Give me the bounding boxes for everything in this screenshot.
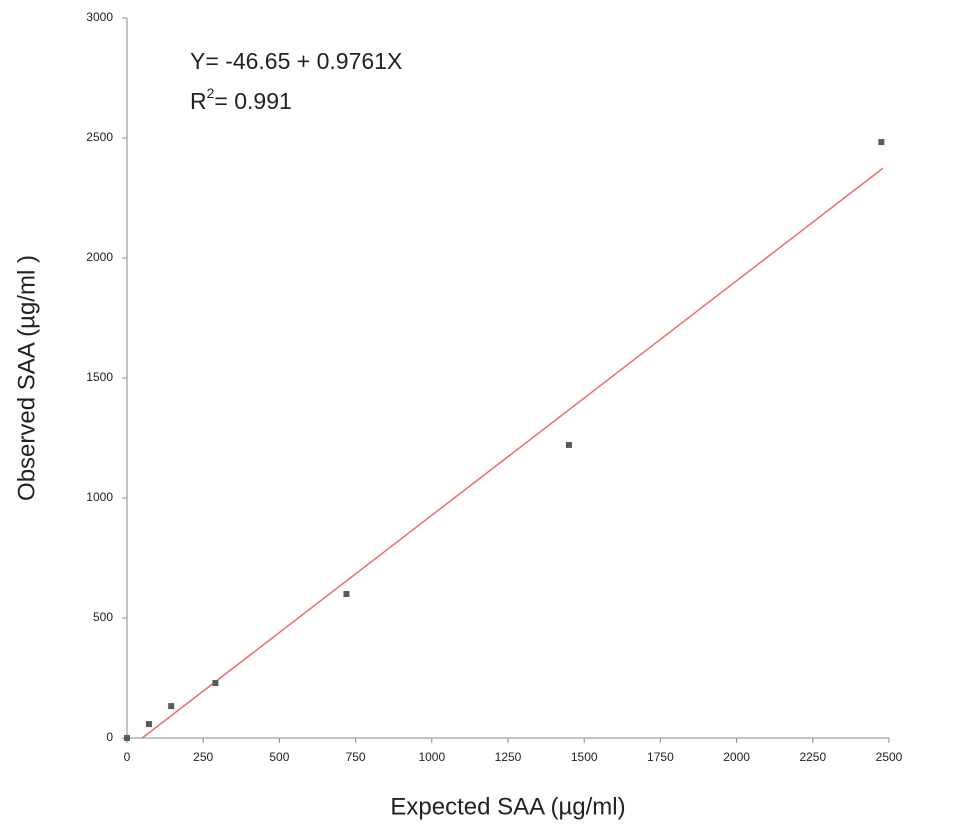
x-tick-label: 1500	[571, 750, 598, 764]
x-tick-label: 1250	[495, 750, 522, 764]
trend-line	[141, 167, 884, 739]
equation: Y= -46.65 + 0.9761X	[190, 48, 402, 74]
r2-base: R	[190, 88, 207, 114]
point	[168, 703, 175, 710]
y-tick-label: 2000	[86, 250, 113, 264]
y-tick-label: 500	[93, 610, 113, 624]
x-tick-label: 2500	[876, 750, 903, 764]
y-tick-label: 1000	[86, 490, 113, 504]
r-squared: R2= 0.991	[190, 85, 292, 114]
x-tick-label: 250	[193, 750, 213, 764]
x-tick-label: 2250	[799, 750, 826, 764]
r2-text: = 0.991	[214, 88, 291, 114]
x-tick-label: 1000	[418, 750, 445, 764]
point	[565, 441, 572, 448]
point	[145, 721, 152, 728]
y-axis-title: Observed SAA (µg/ml )	[13, 255, 40, 501]
y-tick-label: 1500	[86, 370, 113, 384]
y-tick-label: 0	[106, 730, 113, 744]
r2-superscript: 2	[207, 85, 215, 101]
x-axis-title: Expected SAA (µg/ml)	[390, 793, 625, 820]
point	[212, 680, 219, 687]
y-tick-label: 2500	[86, 130, 113, 144]
point	[124, 735, 130, 741]
x-tick-label: 750	[346, 750, 366, 764]
y-tick-label: 3000	[86, 10, 113, 24]
x-tick-label: 0	[124, 750, 131, 764]
point	[878, 139, 885, 146]
x-tick-label: 500	[269, 750, 289, 764]
x-tick-label: 1750	[647, 750, 674, 764]
x-tick-label: 2000	[723, 750, 750, 764]
point	[343, 591, 350, 597]
